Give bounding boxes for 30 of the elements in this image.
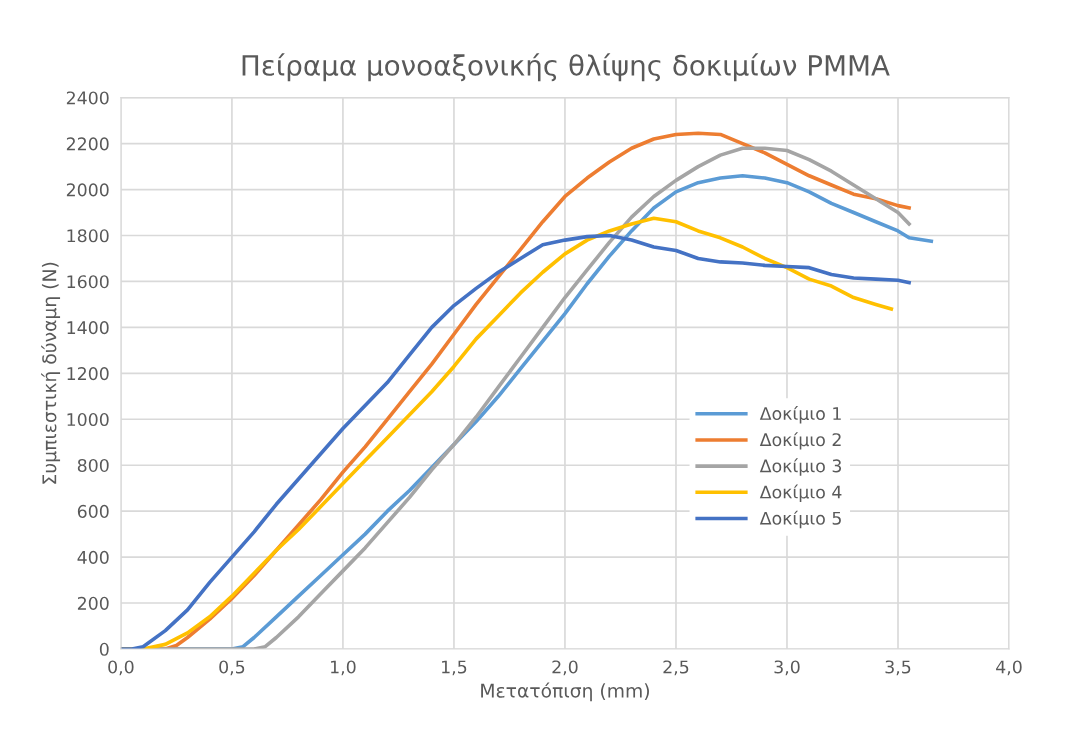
x-axis-title: Μετατόπιση (mm) (481, 682, 649, 702)
y-tick-label: 1400 (67, 321, 109, 335)
x-tick-label: 3,5 (885, 660, 911, 676)
x-tick-label: 4,0 (996, 660, 1022, 676)
y-tick-label: 0 (99, 642, 109, 656)
y-axis-title: Συμπιεστική δύναμη (N) (41, 262, 61, 484)
chart-title: Πείραμα μονοαξονικής θλίψης δοκιμίων PMMA (242, 53, 890, 82)
y-tick-label: 1600 (67, 275, 109, 289)
x-tick-label: 1,5 (442, 660, 467, 676)
x-tick-label: 1,0 (331, 660, 356, 676)
y-tick-label: 400 (77, 550, 109, 564)
x-tick-label: 0,5 (219, 660, 245, 676)
legend-label: Δοκίμιο 3 (759, 458, 842, 476)
legend-label: Δοκίμιο 5 (759, 510, 841, 529)
y-tick-label: 1200 (67, 367, 109, 381)
y-tick-label: 2400 (66, 91, 109, 105)
y-tick-label: 2200 (66, 137, 109, 151)
y-tick-label: 800 (77, 458, 109, 473)
y-tick-label: 600 (77, 504, 109, 518)
y-tick-label: 2000 (66, 183, 109, 197)
legend-label: Δοκίμιο 1 (759, 405, 841, 424)
x-tick-label: 2,0 (552, 660, 578, 676)
x-tick-label: 3,0 (774, 660, 800, 676)
legend-label: Δοκίμιο 2 (759, 432, 841, 450)
y-tick-label: 1800 (67, 229, 109, 243)
x-tick-label: 2,5 (663, 660, 689, 676)
legend-label: Δοκίμιο 4 (759, 484, 842, 502)
y-tick-label: 200 (77, 596, 109, 610)
y-tick-label: 1000 (67, 412, 109, 427)
x-tick-label: 0,0 (108, 660, 134, 676)
